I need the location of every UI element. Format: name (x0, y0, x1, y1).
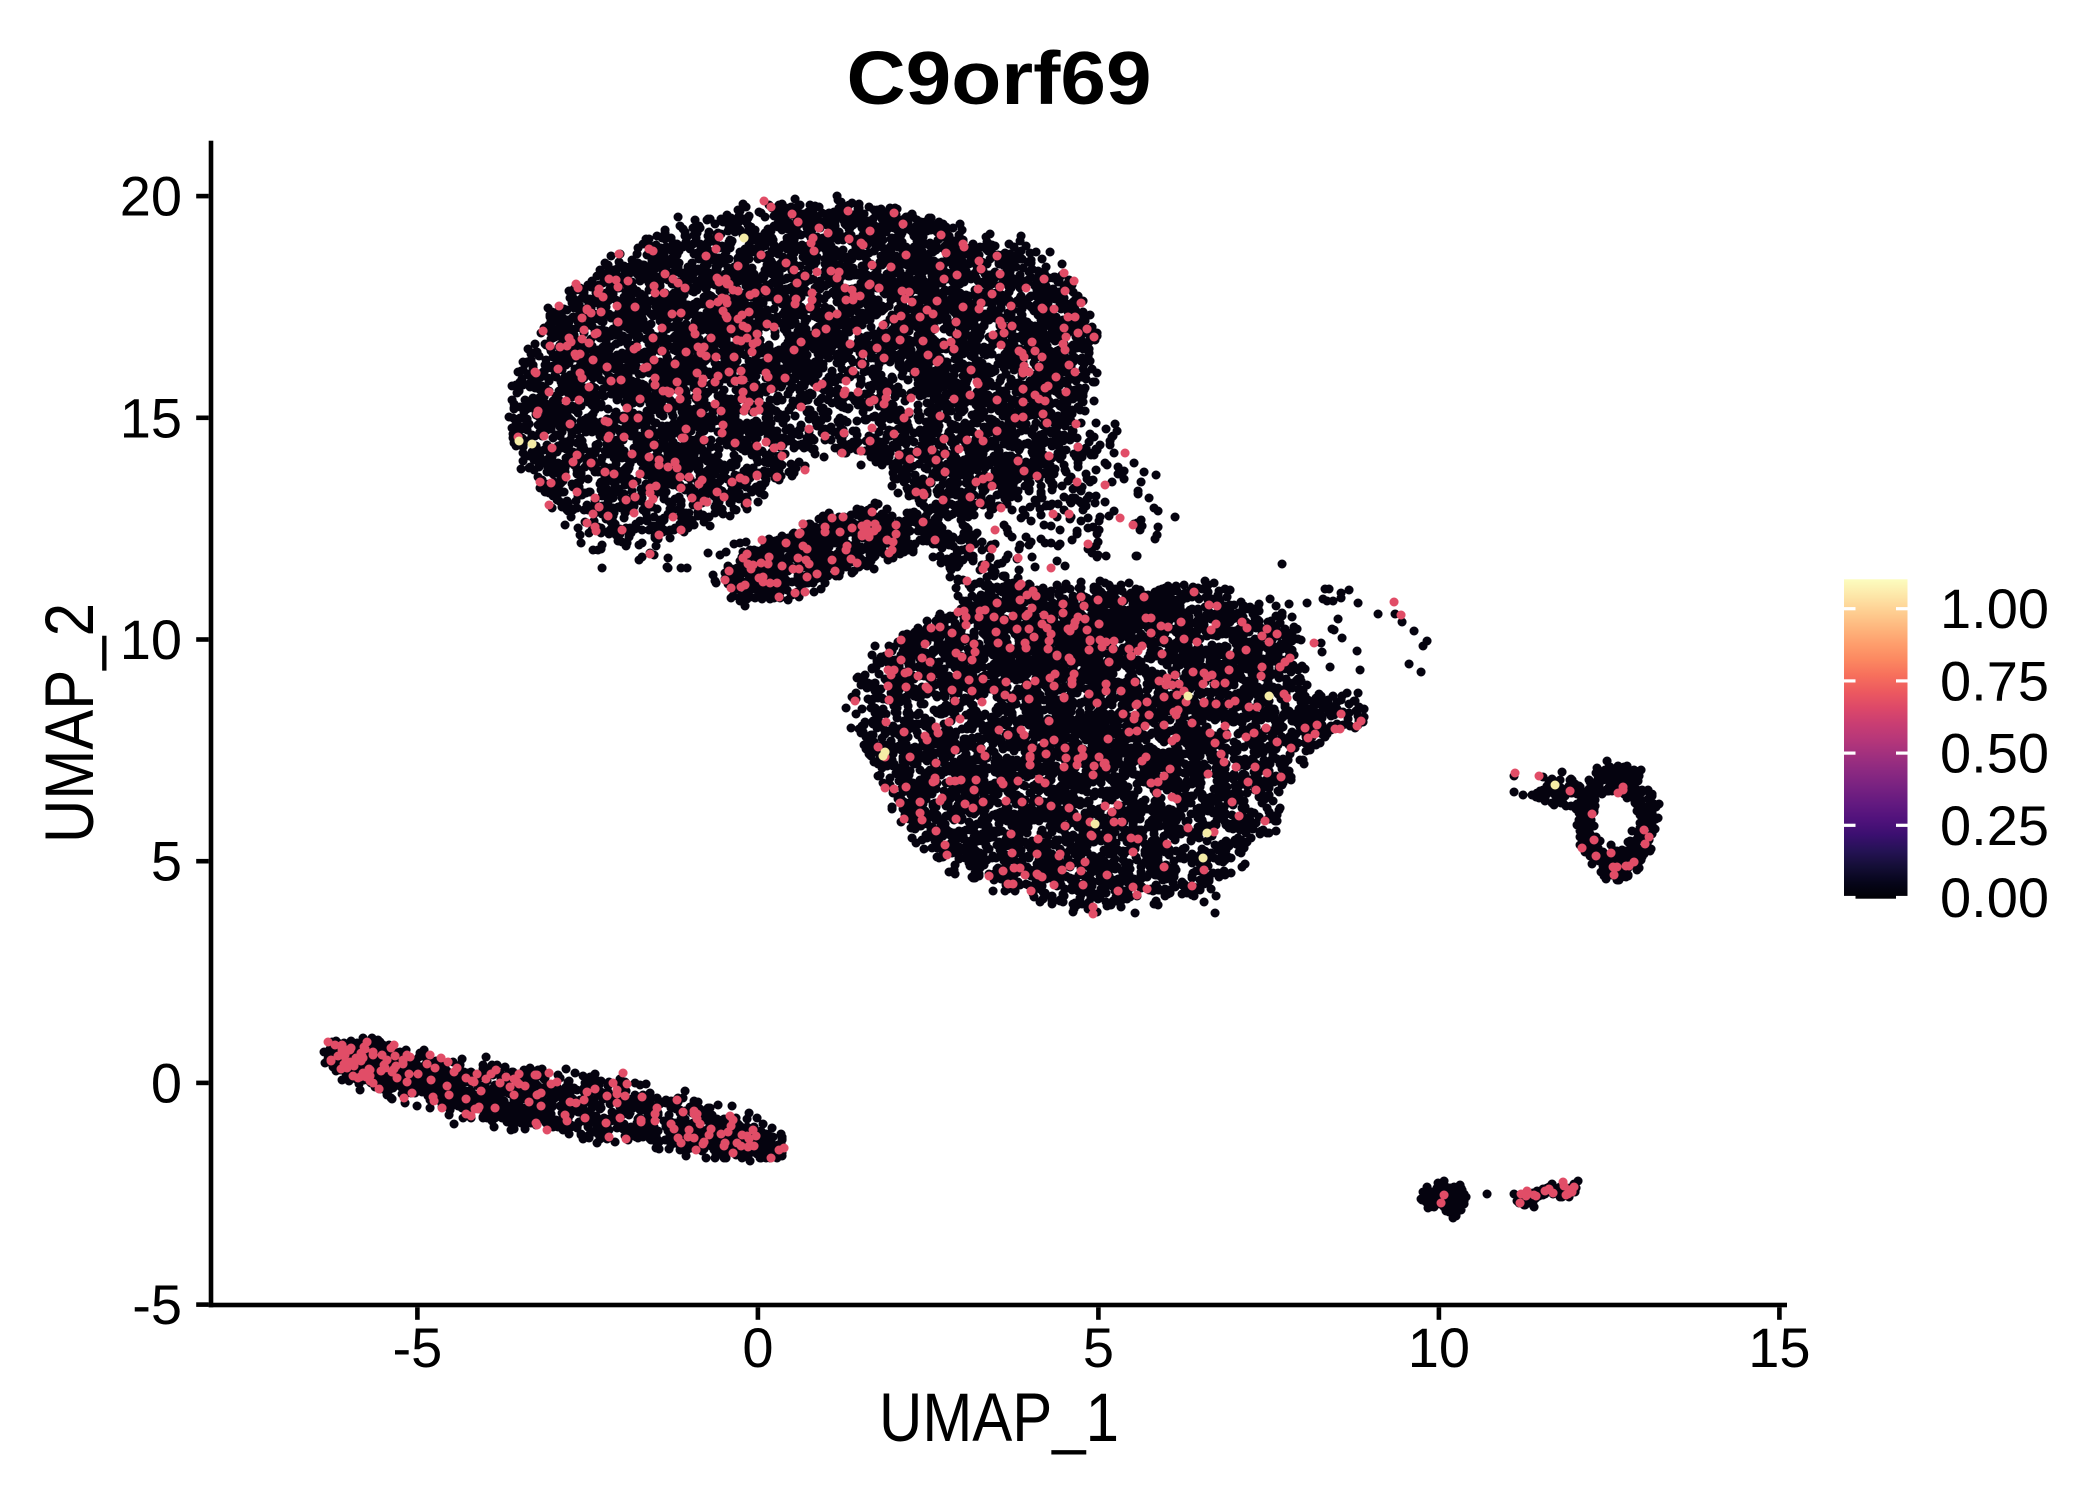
svg-text:0.75: 0.75 (1940, 649, 2049, 712)
svg-text:C9orf69: C9orf69 (847, 36, 1152, 120)
svg-text:5: 5 (151, 830, 182, 893)
svg-text:0.50: 0.50 (1940, 722, 2049, 785)
svg-text:5: 5 (1083, 1316, 1114, 1379)
svg-text:-5: -5 (132, 1273, 182, 1336)
svg-text:0: 0 (742, 1316, 773, 1379)
svg-text:15: 15 (120, 386, 182, 449)
svg-text:0.00: 0.00 (1940, 866, 2049, 929)
svg-text:UMAP_2: UMAP_2 (31, 603, 108, 843)
svg-text:1.00: 1.00 (1940, 577, 2049, 640)
svg-text:10: 10 (1408, 1316, 1470, 1379)
svg-text:20: 20 (120, 165, 182, 228)
svg-text:-5: -5 (393, 1316, 443, 1379)
svg-text:10: 10 (120, 608, 182, 671)
svg-text:0.25: 0.25 (1940, 794, 2049, 857)
svg-text:0: 0 (151, 1051, 182, 1114)
svg-text:UMAP_1: UMAP_1 (879, 1379, 1119, 1456)
svg-text:15: 15 (1748, 1316, 1810, 1379)
